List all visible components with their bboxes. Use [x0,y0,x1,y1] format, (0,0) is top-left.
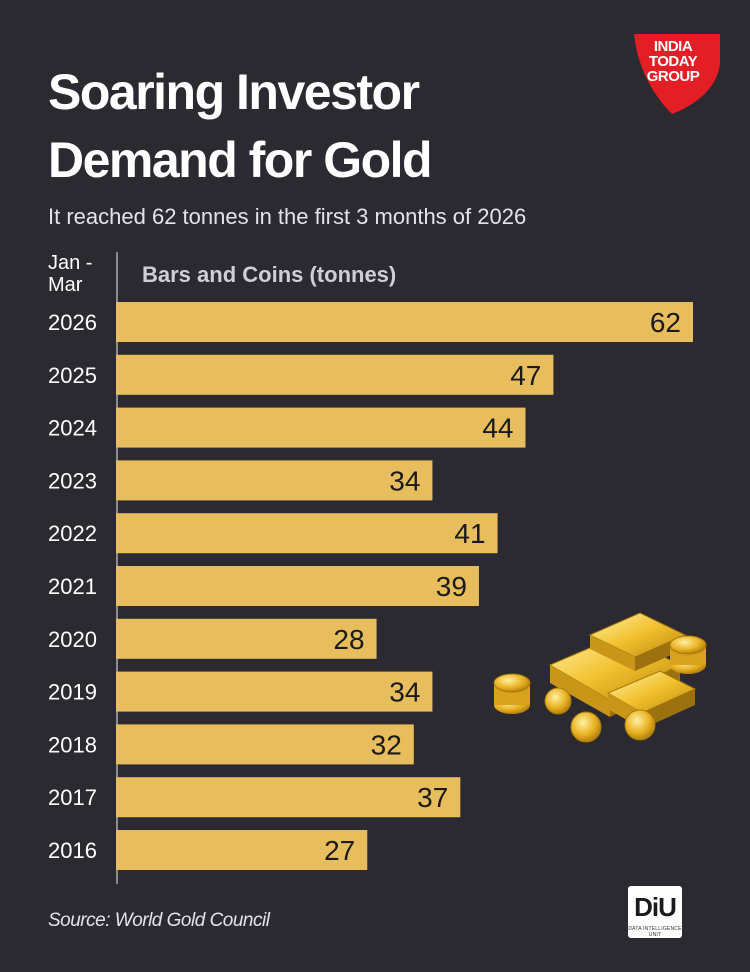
series-label: Bars and Coins (tonnes) [142,262,397,287]
period-label-line-2: Mar [48,274,83,296]
logo-text: INDIA TODAY GROUP [628,39,718,84]
bar-2019 [116,671,433,712]
chart-title: Soaring Investor Demand for Gold [48,58,568,194]
chart-subtitle: It reached 62 tonnes in the first 3 mont… [48,204,527,229]
title-line-2: Demand for Gold [48,132,433,188]
value-label-2017: 37 [417,782,448,813]
category-label-2020: 2020 [48,627,97,652]
source-note: Source: World Gold Council [48,910,270,931]
bar-2023 [116,460,433,501]
category-label-2024: 2024 [48,416,97,441]
diu-badge-subtext: DATA INTELLIGENCE UNIT [628,926,682,938]
diu-badge: DiU DATA INTELLIGENCE UNIT [628,886,682,938]
value-label-2025: 47 [510,360,541,391]
value-label-2016: 27 [324,835,355,866]
value-label-2023: 34 [389,465,420,496]
value-label-2026: 62 [650,307,681,338]
value-label-2022: 41 [454,518,485,549]
bar-2018 [116,724,414,765]
bar-2021 [116,566,479,606]
bar-2024 [116,407,526,448]
category-label-2025: 2025 [48,363,97,388]
category-label-2018: 2018 [48,732,97,757]
category-label-2021: 2021 [48,574,97,599]
value-label-2019: 34 [389,677,420,708]
bar-2025 [116,354,554,395]
category-label-2017: 2017 [48,785,97,810]
value-label-2020: 28 [333,624,364,655]
bar-2020 [116,618,377,659]
logo-shield-icon [634,34,720,114]
logo-line-1: INDIA [653,38,693,55]
category-label-2023: 2023 [48,468,97,493]
bar-2022 [116,513,498,554]
title-line-1: Soaring Investor [48,64,420,120]
logo-line-3: GROUP [646,68,700,85]
value-label-2021: 39 [436,571,467,602]
period-label-line-1: Jan - [48,252,93,274]
diu-badge-text: DiU [634,892,677,922]
category-label-2026: 2026 [48,310,97,335]
bar-2026 [116,302,693,342]
bar-2017 [116,777,461,818]
logo-line-2: TODAY [648,53,698,70]
bar-2016 [116,830,368,870]
value-label-2018: 32 [371,729,402,760]
value-label-2024: 44 [482,413,513,444]
gold-bars-and-coins-icon [493,612,707,743]
india-today-group-logo: INDIA TODAY GROUP [628,30,724,116]
category-label-2019: 2019 [48,680,97,705]
category-label-2016: 2016 [48,838,97,863]
period-label: Jan - Mar [48,252,92,296]
category-label-2022: 2022 [48,521,97,546]
